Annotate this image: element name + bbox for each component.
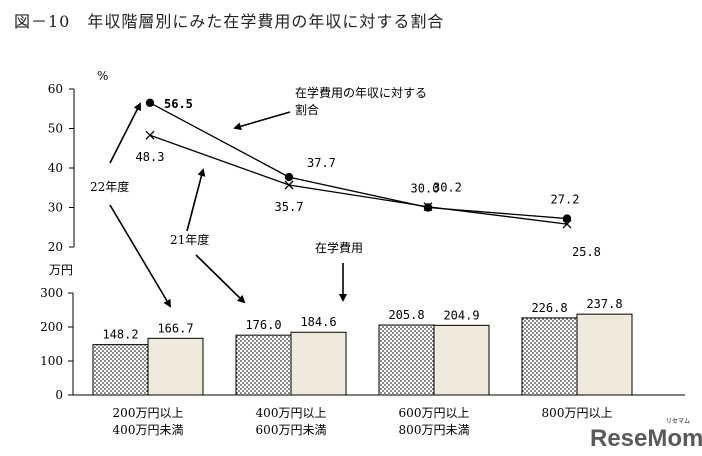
data-point [284, 172, 294, 182]
data-point [562, 219, 572, 229]
data-label: 35.7 [275, 200, 304, 214]
data-label: 37.7 [307, 156, 336, 170]
data-point [145, 130, 155, 140]
data-label: 48.3 [136, 150, 165, 164]
annotation-arrow [195, 254, 246, 304]
data-label: 30.2 [433, 181, 462, 195]
y-tick-label: 200 [40, 320, 63, 334]
y-tick-label: 50 [48, 122, 63, 136]
data-label: 176.0 [245, 318, 281, 332]
label-21-year: 21年度 [170, 232, 209, 247]
logo-subtext: リセマム [666, 418, 690, 425]
chart-title: 図－10 年収階層別にみた在学費用の年収に対する割合 [14, 12, 445, 31]
data-label: 166.7 [157, 321, 193, 335]
data-point [145, 98, 155, 108]
annotation-arrow [109, 204, 172, 308]
data-point [284, 180, 294, 190]
annotation-arrow [186, 168, 206, 232]
y-unit-label: 万円 [49, 263, 73, 277]
series-line [149, 102, 568, 220]
data-label: 56.5 [164, 97, 193, 111]
y-tick-label: 40 [48, 161, 63, 175]
bar [290, 331, 347, 396]
ratio-annotation: 割合 [295, 102, 319, 117]
bar [433, 324, 490, 396]
bar [235, 334, 292, 396]
bar [92, 344, 149, 396]
annotation-arrow [109, 102, 141, 164]
y-unit-label: % [97, 69, 108, 83]
data-label: 184.6 [300, 315, 336, 329]
bar [576, 313, 633, 396]
y-tick-label: 60 [48, 82, 63, 96]
ratio-annotation: 在学費用の年収に対する [295, 85, 427, 100]
y-tick-label: 300 [40, 286, 63, 300]
series-line [149, 134, 568, 225]
y-tick-label: 0 [55, 388, 63, 402]
data-point [562, 214, 572, 223]
data-label: 205.8 [388, 308, 424, 322]
data-label: 27.2 [551, 193, 580, 207]
bar [147, 337, 204, 396]
label-22-year: 22年度 [90, 179, 129, 194]
data-label: 30.0 [411, 182, 440, 196]
x-tick-label: 800万円以上 [542, 406, 613, 420]
data-label: 204.9 [443, 308, 479, 322]
line-chart: 20 30 40 50 60% 56.5 37.7 30.0 27.2 48.3 35.7 30.2 2… [48, 69, 601, 259]
x-tick-label: 800万円未満 [399, 423, 470, 437]
x-tick-label: 400万円未満 [113, 423, 184, 437]
logo-text: ReseMom [590, 425, 702, 452]
bar [521, 317, 578, 396]
data-label: 148.2 [102, 328, 138, 342]
data-point [423, 202, 433, 212]
x-tick-label: 200万円以上 [113, 406, 184, 420]
cost-annotation: 在学費用 [315, 240, 363, 255]
y-tick-label: 100 [40, 354, 63, 368]
data-label: 226.8 [531, 301, 567, 315]
x-tick-label: 400万円以上 [256, 406, 327, 420]
data-label: 25.8 [572, 245, 601, 259]
x-tick-label: 600万円以上 [399, 406, 470, 420]
data-label: 237.8 [586, 297, 622, 311]
annotation-arrow [233, 111, 291, 131]
bar-chart: 万円 0 100 200 300 148.2 176.0 205.8 226.8 166.7 184… [40, 263, 685, 437]
y-tick-label: 20 [48, 240, 63, 254]
y-tick-label: 30 [48, 201, 63, 215]
x-tick-label: 600万円未満 [256, 423, 327, 437]
bar [378, 324, 435, 396]
